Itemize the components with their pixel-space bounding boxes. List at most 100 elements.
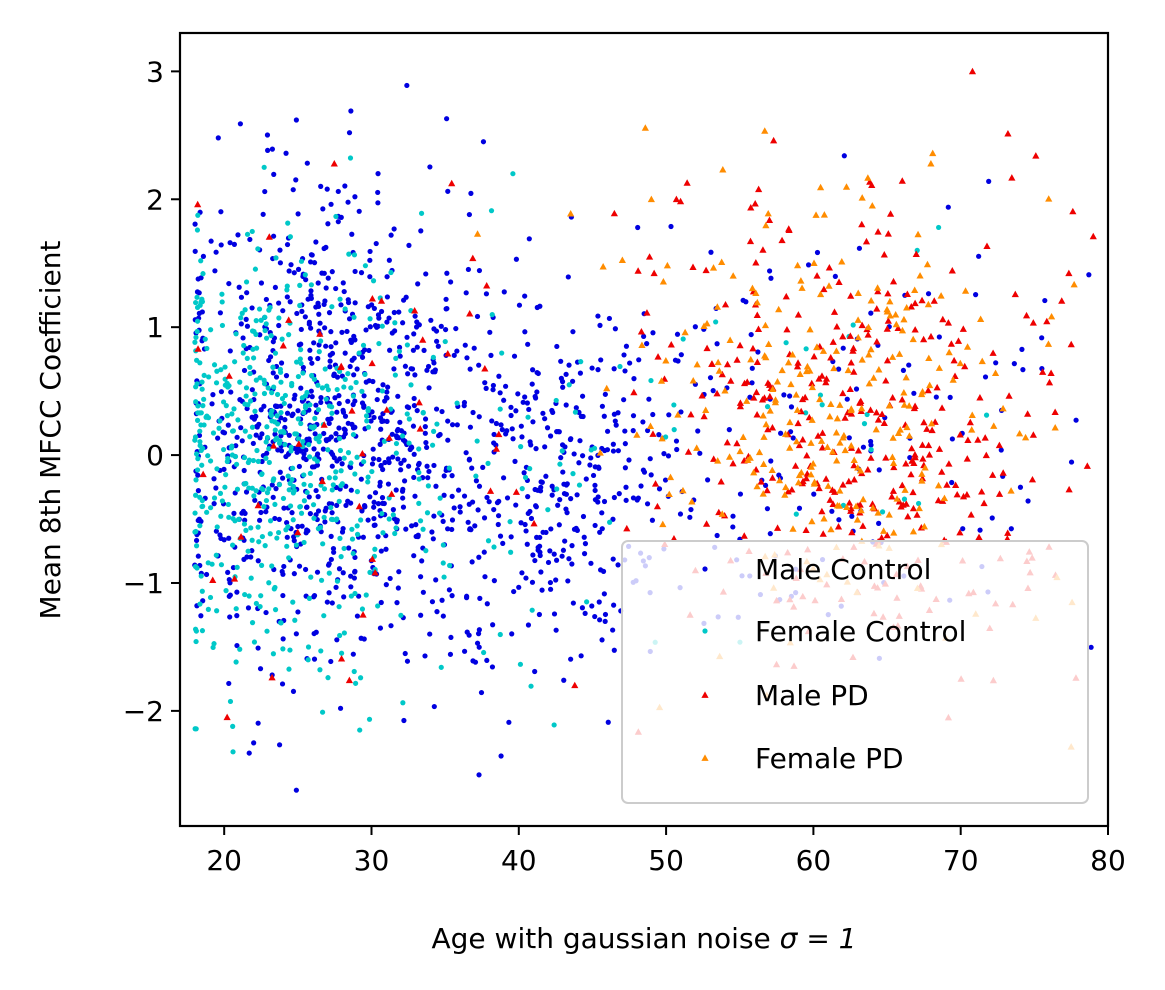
female-pd-point bbox=[856, 467, 865, 474]
male-control-point bbox=[482, 380, 488, 386]
male-control-point bbox=[846, 435, 852, 441]
female-control-point bbox=[578, 359, 584, 365]
female-control-point bbox=[255, 246, 261, 252]
female-control-point bbox=[350, 393, 357, 399]
male-pd-point bbox=[368, 555, 377, 562]
male-control-point bbox=[384, 294, 391, 300]
male-control-point bbox=[328, 329, 334, 335]
male-control-point bbox=[234, 642, 240, 649]
x-tick-label: 80 bbox=[1090, 844, 1126, 877]
female-control-point bbox=[434, 421, 440, 427]
male-control-point bbox=[221, 466, 227, 472]
female-control-point bbox=[337, 632, 343, 639]
male-control-point bbox=[668, 223, 674, 230]
male-control-point bbox=[524, 541, 530, 547]
male-control-point bbox=[227, 240, 233, 246]
male-control-point bbox=[284, 534, 290, 540]
male-pd-point bbox=[492, 445, 500, 452]
male-control-point bbox=[300, 364, 306, 371]
male-control-point bbox=[856, 245, 863, 251]
male-control-point bbox=[553, 557, 560, 563]
male-control-point bbox=[976, 253, 982, 259]
male-control-point bbox=[439, 597, 445, 603]
female-pd-point bbox=[808, 416, 816, 423]
female-control-point bbox=[219, 498, 225, 504]
female-pd-point bbox=[892, 320, 900, 328]
female-pd-point bbox=[761, 127, 769, 134]
male-control-point bbox=[832, 273, 838, 280]
male-pd-point bbox=[808, 379, 816, 387]
male-control-point bbox=[525, 341, 531, 347]
female-pd-point bbox=[1045, 195, 1053, 202]
male-control-point bbox=[338, 302, 344, 308]
female-pd-point bbox=[713, 303, 721, 310]
male-pd-point bbox=[982, 451, 990, 459]
female-control-point bbox=[233, 659, 239, 665]
female-control-point bbox=[334, 386, 340, 393]
female-pd-point bbox=[854, 333, 862, 341]
male-pd-point bbox=[727, 377, 735, 384]
female-control-point bbox=[222, 484, 228, 490]
female-control-point bbox=[316, 439, 322, 445]
male-control-point bbox=[1017, 484, 1024, 490]
male-control-point bbox=[730, 524, 736, 530]
male-control-point bbox=[391, 309, 397, 316]
male-pd-point bbox=[835, 278, 843, 285]
female-control-point bbox=[861, 421, 868, 427]
female-control-point bbox=[194, 227, 201, 233]
male-control-point bbox=[540, 529, 546, 535]
male-control-point bbox=[613, 422, 619, 428]
female-control-point bbox=[311, 515, 317, 521]
male-control-point bbox=[463, 595, 470, 601]
female-pd-point bbox=[978, 357, 986, 365]
male-control-point bbox=[558, 358, 564, 364]
female-control-point bbox=[247, 434, 253, 440]
male-pd-point bbox=[753, 410, 761, 418]
female-control-point bbox=[393, 525, 399, 531]
x-axis-ticks: 20 30 40 50 60 70 80 bbox=[206, 826, 1126, 877]
female-pd-point bbox=[725, 453, 734, 460]
male-control-point bbox=[537, 303, 543, 309]
female-pd-point bbox=[718, 510, 726, 517]
female-control-point bbox=[263, 335, 270, 341]
male-control-point bbox=[562, 538, 568, 544]
female-control-point bbox=[440, 560, 446, 566]
male-pd-point bbox=[909, 504, 918, 512]
female-control-point bbox=[269, 563, 275, 569]
female-control-point bbox=[216, 425, 222, 431]
male-control-point bbox=[334, 637, 340, 643]
male-control-point bbox=[849, 513, 855, 519]
male-control-point bbox=[836, 517, 842, 523]
male-control-point bbox=[339, 329, 345, 335]
female-control-point bbox=[983, 412, 990, 418]
female-control-point bbox=[424, 510, 431, 516]
male-control-point bbox=[218, 209, 224, 215]
male-control-point bbox=[422, 430, 428, 436]
male-control-point bbox=[383, 582, 389, 588]
male-control-point bbox=[378, 308, 385, 315]
male-control-point bbox=[415, 281, 421, 287]
male-control-point bbox=[631, 376, 637, 382]
male-control-point bbox=[328, 533, 334, 539]
female-pd-point bbox=[843, 503, 851, 510]
male-control-point bbox=[288, 262, 294, 268]
male-pd-point bbox=[733, 439, 741, 447]
female-control-point bbox=[349, 536, 356, 542]
male-control-point bbox=[476, 414, 482, 420]
male-control-point bbox=[402, 650, 408, 657]
male-control-point bbox=[538, 479, 544, 485]
female-control-point bbox=[334, 578, 341, 584]
male-control-point bbox=[449, 526, 455, 533]
male-control-point bbox=[210, 392, 216, 398]
male-control-point bbox=[331, 549, 337, 555]
male-control-point bbox=[601, 591, 607, 597]
male-control-point bbox=[538, 484, 544, 490]
female-control-point bbox=[392, 372, 398, 378]
male-pd-point bbox=[764, 425, 772, 433]
male-control-point bbox=[397, 353, 403, 359]
female-pd-point bbox=[869, 504, 877, 511]
male-control-point bbox=[457, 504, 463, 510]
female-control-point bbox=[850, 322, 856, 328]
female-control-point bbox=[281, 400, 287, 407]
male-control-point bbox=[361, 636, 367, 642]
